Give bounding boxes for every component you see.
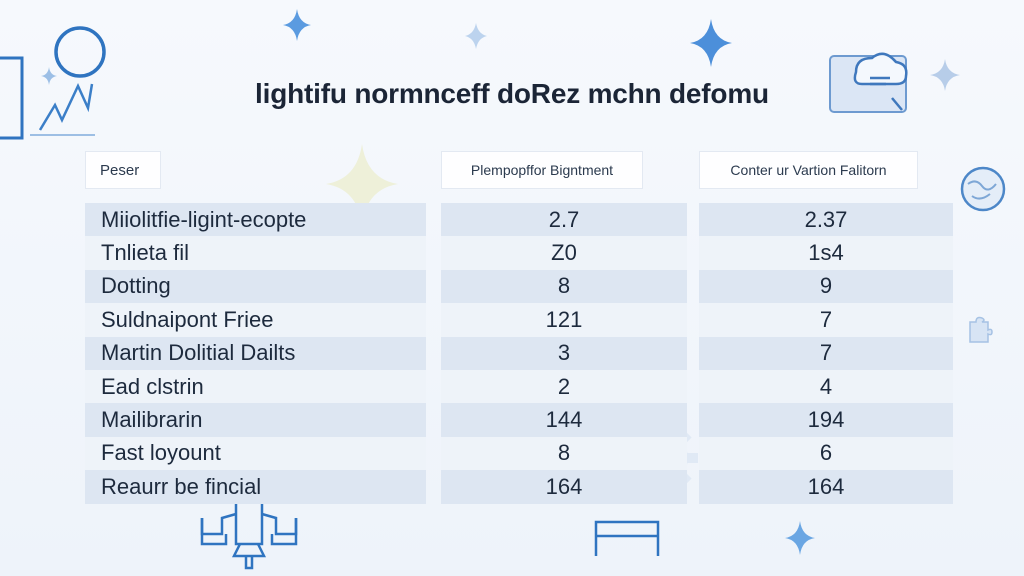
column-header-name: Peser: [85, 151, 161, 189]
table-row: Martin Dolitial Dailts: [85, 336, 426, 370]
table-cell: 144: [441, 403, 687, 437]
row-name: Miiolitfie-ligint-ecopte: [101, 206, 307, 232]
magnifier-chart-icon: [0, 26, 106, 140]
table-cell: 7: [699, 303, 953, 337]
table-cell: 2: [441, 369, 687, 404]
globe-icon: [960, 166, 1006, 212]
table-cell: 6: [699, 436, 953, 471]
cell-value: 164: [807, 473, 845, 499]
row-name: Martin Dolitial Dailts: [101, 340, 296, 366]
cloud-document-icon: [829, 52, 908, 113]
cell-value: 121: [545, 306, 583, 332]
table-row: Mailibrarin: [85, 403, 426, 437]
cell-value: 144: [545, 407, 583, 433]
frame-icon: [594, 520, 660, 556]
table-cell: 2.7: [441, 203, 687, 237]
table-cell: 8: [441, 436, 687, 471]
table-cell: 4: [699, 369, 953, 404]
cell-value: 8: [557, 440, 571, 466]
cell-value: 1s4: [808, 240, 844, 266]
column-header-b: Conter ur Vartion Falitorn: [699, 151, 918, 189]
sparkle-icon: [41, 67, 57, 85]
sparkle-icon: [785, 521, 815, 555]
table-row: Reaurr be fincial: [85, 470, 426, 504]
table-row: Tnlieta fil: [85, 236, 426, 270]
row-name: Mailibrarin: [101, 407, 203, 433]
row-name: Dotting: [101, 273, 171, 299]
cell-value: 3: [557, 340, 571, 366]
page-title: lightifu normnceff doRez mchn defomu: [255, 78, 769, 109]
table-cell: 1s4: [699, 236, 953, 270]
cell-value: 7: [819, 340, 833, 366]
table-cell: 194: [699, 403, 953, 437]
sparkle-icon: [930, 59, 960, 91]
table-column-b: 2.37 1s4 9 7 7 4 194 6 164: [699, 203, 953, 504]
row-name: Suldnaipont Friee: [101, 306, 274, 332]
table-cell: 121: [441, 303, 687, 337]
column-header-b-label: Conter ur Vartion Falitorn: [730, 162, 887, 178]
table-column-name: Miiolitfie-ligint-ecopte Tnlieta fil Dot…: [85, 203, 426, 504]
table-row: Ead clstrin: [85, 369, 426, 404]
cell-value: 2: [557, 373, 571, 399]
cell-value: Z0: [551, 240, 577, 266]
sparkle-icon: [283, 9, 311, 41]
table-cell: 7: [699, 336, 953, 370]
row-name: Fast loyount: [101, 440, 221, 466]
table-column-a: 2.7 Z0 8 121 3 2 144 8 164: [441, 203, 687, 504]
table-cell: 9: [699, 269, 953, 304]
table-row: Dotting: [85, 269, 426, 304]
table-row: Fast loyount: [85, 436, 426, 471]
cell-value: 8: [557, 273, 571, 299]
table-cell: Z0: [441, 236, 687, 270]
cell-value: 7: [819, 306, 833, 332]
column-header-a: Plempopffor Bigntment: [441, 151, 643, 189]
cell-value: 6: [819, 440, 833, 466]
cell-value: 9: [819, 273, 833, 299]
sparkle-icon: [690, 19, 732, 67]
table-row: Miiolitfie-ligint-ecopte: [85, 203, 426, 237]
cell-value: 2.7: [548, 206, 580, 232]
row-name: Reaurr be fincial: [101, 473, 262, 499]
table-cell: 164: [441, 470, 687, 504]
sparkle-icon: [465, 23, 487, 49]
table-row: Suldnaipont Friee: [85, 303, 426, 337]
cell-value: 4: [819, 373, 833, 399]
cell-value: 164: [545, 473, 583, 499]
row-name: Tnlieta fil: [101, 240, 190, 266]
sparkle-icon: [326, 144, 398, 224]
row-name: Ead clstrin: [101, 373, 204, 399]
column-header-name-label: Peser: [100, 161, 140, 179]
cell-value: 194: [807, 407, 845, 433]
table-cell: 8: [441, 269, 687, 304]
table-cell: 2.37: [699, 203, 953, 237]
cell-value: 2.37: [804, 206, 848, 232]
table-cell: 3: [441, 336, 687, 370]
column-header-a-label: Plempopffor Bigntment: [470, 162, 614, 178]
puzzle-icon: [969, 316, 993, 343]
table-cell: 164: [699, 470, 953, 504]
